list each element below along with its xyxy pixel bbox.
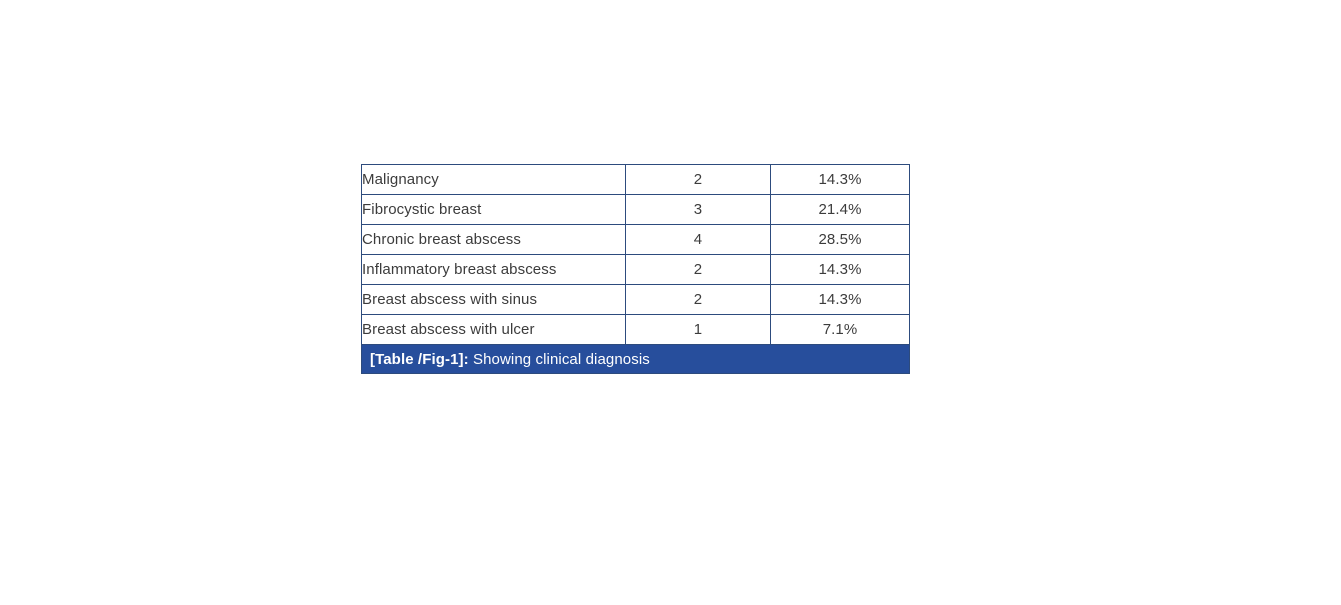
diagnosis-cell: Breast abscess with ulcer bbox=[361, 314, 626, 345]
percent-cell: 21.4% bbox=[770, 194, 910, 225]
diagnosis-cell: Breast abscess with sinus bbox=[361, 284, 626, 315]
table-caption: [Table /Fig-1]: Showing clinical diagnos… bbox=[361, 344, 910, 374]
diagnosis-cell: Inflammatory breast abscess bbox=[361, 254, 626, 285]
percent-cell: 14.3% bbox=[770, 254, 910, 285]
count-cell: 2 bbox=[625, 284, 771, 315]
count-cell: 3 bbox=[625, 194, 771, 225]
percent-cell: 28.5% bbox=[770, 224, 910, 255]
count-cell: 2 bbox=[625, 164, 771, 195]
percent-cell: 14.3% bbox=[770, 284, 910, 315]
table-caption-row: [Table /Fig-1]: Showing clinical diagnos… bbox=[361, 344, 910, 374]
table-row: Inflammatory breast abscess 2 14.3% bbox=[361, 254, 910, 285]
count-cell: 4 bbox=[625, 224, 771, 255]
table-row: Breast abscess with sinus 2 14.3% bbox=[361, 284, 910, 315]
percent-cell: 7.1% bbox=[770, 314, 910, 345]
percent-cell: 14.3% bbox=[770, 164, 910, 195]
caption-text: Showing clinical diagnosis bbox=[468, 350, 650, 368]
caption-tag: [Table /Fig-1]: bbox=[370, 350, 469, 368]
diagnosis-cell: Fibrocystic breast bbox=[361, 194, 626, 225]
table-row: Breast abscess with ulcer 1 7.1% bbox=[361, 314, 910, 345]
diagnosis-cell: Malignancy bbox=[361, 164, 626, 195]
diagnosis-cell: Chronic breast abscess bbox=[361, 224, 626, 255]
count-cell: 1 bbox=[625, 314, 771, 345]
table-row: Fibrocystic breast 3 21.4% bbox=[361, 194, 910, 225]
table-fig-1: Malignancy 2 14.3% Fibrocystic breast 3 … bbox=[361, 164, 910, 374]
table-row: Malignancy 2 14.3% bbox=[361, 164, 910, 195]
count-cell: 2 bbox=[625, 254, 771, 285]
clinical-diagnosis-table: Malignancy 2 14.3% Fibrocystic breast 3 … bbox=[361, 164, 910, 374]
table-row: Chronic breast abscess 4 28.5% bbox=[361, 224, 910, 255]
